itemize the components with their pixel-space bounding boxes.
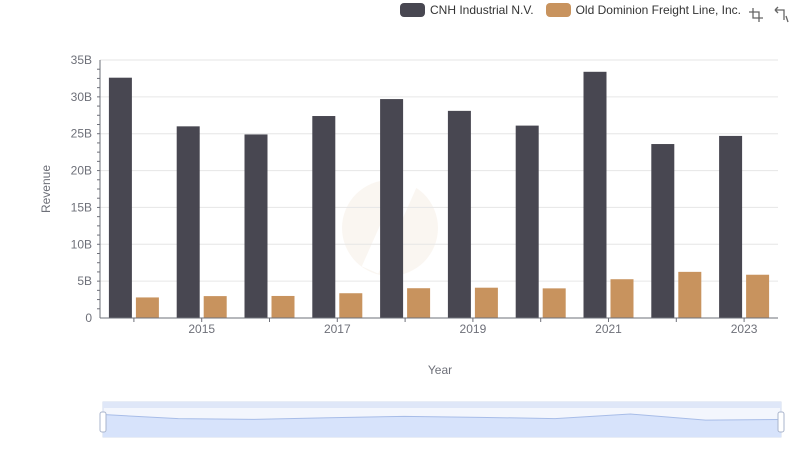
zoom-handle-left[interactable] bbox=[99, 411, 107, 433]
bar-cnh-2020[interactable] bbox=[515, 125, 539, 318]
legend-label-cnh: CNH Industrial N.V. bbox=[430, 3, 534, 17]
zoom-icon[interactable] bbox=[747, 6, 765, 24]
y-tick-label: 30B bbox=[71, 90, 92, 104]
bar-odfl-2019[interactable] bbox=[474, 287, 498, 318]
x-tick-label: 2021 bbox=[595, 322, 622, 336]
zoom-track bbox=[102, 401, 782, 438]
bar-odfl-2021[interactable] bbox=[610, 279, 634, 318]
zoom-move-bar[interactable] bbox=[103, 402, 781, 408]
zoom-handle-right[interactable] bbox=[777, 411, 785, 433]
y-tick-label: 5B bbox=[77, 274, 92, 288]
restore-icon[interactable] bbox=[772, 6, 790, 24]
bar-cnh-2019[interactable] bbox=[447, 110, 471, 318]
bar-cnh-2023[interactable] bbox=[719, 135, 743, 318]
bar-odfl-2016[interactable] bbox=[271, 295, 295, 318]
bar-odfl-2015[interactable] bbox=[203, 296, 227, 318]
bar-cnh-2014[interactable] bbox=[108, 77, 132, 318]
x-tick-label: 2023 bbox=[731, 322, 758, 336]
bar-odfl-2014[interactable] bbox=[135, 297, 159, 318]
watermark-logo bbox=[342, 176, 438, 276]
bar-cnh-2022[interactable] bbox=[651, 144, 675, 318]
y-axis-title: Revenue bbox=[39, 165, 53, 213]
bar-cnh-2015[interactable] bbox=[176, 126, 200, 318]
bar-cnh-2017[interactable] bbox=[312, 116, 336, 318]
y-tick-label: 25B bbox=[71, 127, 92, 141]
x-tick-label: 2019 bbox=[460, 322, 487, 336]
data-zoom-slider[interactable] bbox=[99, 401, 785, 438]
bar-odfl-2020[interactable] bbox=[542, 288, 566, 318]
bar-odfl-2017[interactable] bbox=[339, 293, 363, 318]
bar-odfl-2018[interactable] bbox=[407, 288, 431, 318]
zoom-preview-line bbox=[102, 413, 782, 421]
legend-swatch-odfl bbox=[545, 3, 571, 17]
bar-cnh-2018[interactable] bbox=[380, 99, 404, 318]
x-tick-label: 2017 bbox=[324, 322, 351, 336]
legend: CNH Industrial N.V. Old Dominion Freight… bbox=[400, 3, 753, 17]
y-tick-label: 15B bbox=[71, 200, 92, 214]
y-tick-label: 35B bbox=[71, 53, 92, 67]
legend-swatch-cnh bbox=[400, 3, 425, 17]
bar-cnh-2016[interactable] bbox=[244, 134, 268, 318]
bar-odfl-2023[interactable] bbox=[746, 274, 770, 318]
x-tick-label: 2015 bbox=[188, 322, 215, 336]
bar-cnh-2021[interactable] bbox=[583, 71, 607, 319]
y-tick-label: 0 bbox=[85, 311, 92, 325]
x-axis-title: Year bbox=[428, 363, 452, 377]
y-tick-label: 20B bbox=[71, 164, 92, 178]
zoom-preview-area bbox=[103, 414, 781, 437]
bar-odfl-2022[interactable] bbox=[678, 271, 702, 318]
legend-item-cnh[interactable]: CNH Industrial N.V. bbox=[400, 3, 534, 17]
y-tick-label: 10B bbox=[71, 237, 92, 251]
legend-label-odfl: Old Dominion Freight Line, Inc. bbox=[575, 3, 742, 17]
legend-item-odfl[interactable]: Old Dominion Freight Line, Inc. bbox=[545, 3, 742, 17]
